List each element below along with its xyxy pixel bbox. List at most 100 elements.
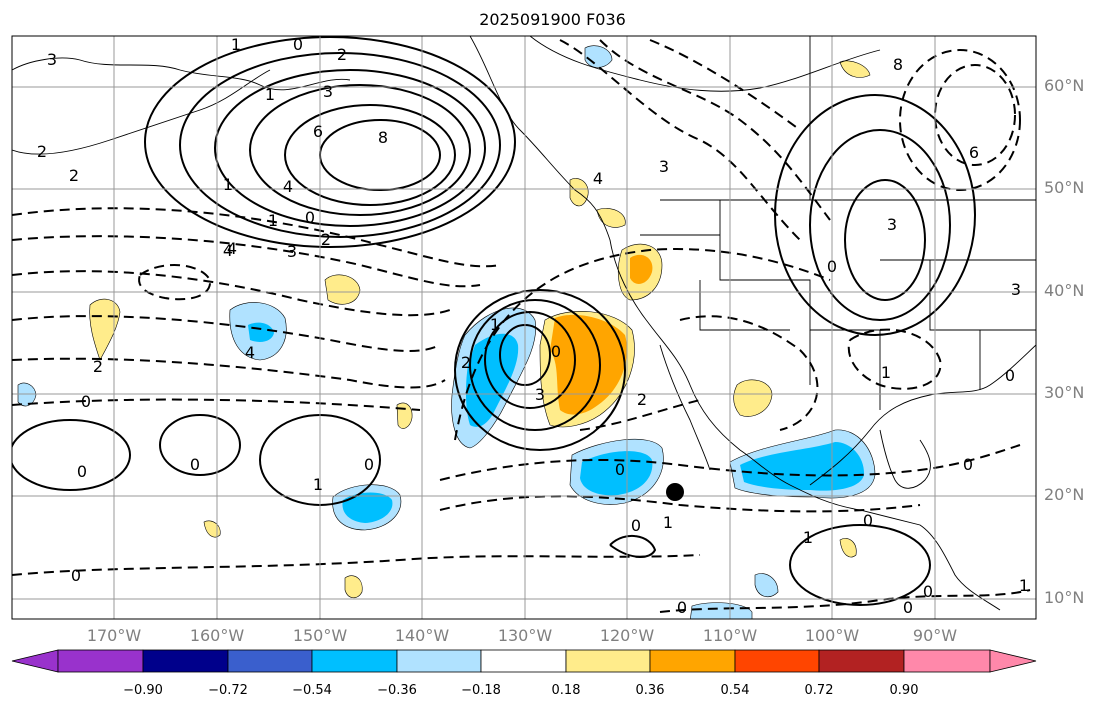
colorbar-segment xyxy=(565,649,651,673)
positive-shading xyxy=(203,520,221,538)
colorbar-label: −0.18 xyxy=(461,683,501,698)
contour-label: 8 xyxy=(893,55,903,74)
contour-label: 0 xyxy=(827,257,837,276)
lat-label-20n: 20°N xyxy=(1044,485,1085,504)
negative-shading xyxy=(580,451,653,496)
contour-label: 1 xyxy=(881,363,891,382)
contour-label: 4 xyxy=(593,169,603,188)
contour-label: 0 xyxy=(71,566,81,585)
colorbar-segment xyxy=(818,649,905,673)
positive-shading xyxy=(396,402,413,429)
negative-shading xyxy=(740,442,865,491)
lon-label-170w: 170°W xyxy=(86,626,142,645)
contour-label: 0 xyxy=(81,392,91,411)
lon-label-150w: 150°W xyxy=(292,626,348,645)
contour-label: 1 xyxy=(265,85,275,104)
contour-label: 0 xyxy=(77,462,87,481)
contour-label: 1 xyxy=(803,528,813,547)
lon-label-130w: 130°W xyxy=(497,626,553,645)
positive-shading xyxy=(324,274,361,305)
contour-label: 2 xyxy=(321,230,331,249)
positive-shading xyxy=(344,575,363,599)
lon-label-90w: 90°W xyxy=(912,626,958,645)
coastlines xyxy=(12,36,1036,611)
contour-label: 8 xyxy=(378,128,388,147)
positive-shading xyxy=(630,254,653,284)
contour-label: 0 xyxy=(615,460,625,479)
contour-label: 1 xyxy=(490,315,500,334)
contour-label: 1 xyxy=(313,475,323,494)
positive-shading xyxy=(89,298,121,361)
colorbar-segment xyxy=(903,649,991,673)
contour-label: 1 xyxy=(231,35,241,54)
positive-shading xyxy=(569,178,589,207)
contour-label: 2 xyxy=(93,357,103,376)
contour-label: 0 xyxy=(923,582,933,601)
colorbar-label: 0.54 xyxy=(720,683,750,698)
contour-label: 1 xyxy=(1019,576,1029,595)
colorbar-label: 0.72 xyxy=(804,683,834,698)
contour-label: 2 xyxy=(461,353,471,372)
lon-label-140w: 140°W xyxy=(394,626,450,645)
lon-label-100w: 100°W xyxy=(804,626,860,645)
colorbar-segment xyxy=(311,649,398,673)
positive-shading xyxy=(839,538,857,558)
contour-label: 1 xyxy=(268,211,278,230)
contour-label: 4 xyxy=(223,241,233,260)
colorbar-label: −0.90 xyxy=(123,683,163,698)
map-title: 2025091900 F036 xyxy=(479,10,626,29)
contour-label: 0 xyxy=(190,455,200,474)
contour-label: 0 xyxy=(677,598,687,617)
colorbar-extend-low xyxy=(11,649,59,673)
positive-shading xyxy=(550,314,627,415)
negative-contours xyxy=(12,39,1031,613)
contour-label: 0 xyxy=(863,511,873,530)
colorbar-segment xyxy=(142,649,229,673)
lon-label-120w: 120°W xyxy=(599,626,655,645)
contour-label: 3 xyxy=(1011,280,1021,299)
negative-shading xyxy=(754,573,779,598)
contour-label: 4 xyxy=(245,343,255,362)
colorbar-label: 0.90 xyxy=(889,683,919,698)
contour-label: 3 xyxy=(287,242,297,261)
colorbar-segment xyxy=(480,649,567,673)
contour-label: 0 xyxy=(631,516,641,535)
colorbar-label: −0.72 xyxy=(208,683,248,698)
contour-label: 3 xyxy=(323,82,333,101)
contour-label: 1 xyxy=(223,175,233,194)
positive-contours xyxy=(12,36,976,606)
colorbar xyxy=(11,649,1037,673)
lat-label-40n: 40°N xyxy=(1044,281,1085,300)
lat-label-50n: 50°N xyxy=(1044,178,1085,197)
colorbar-extend-high xyxy=(989,649,1037,673)
contour-label: 3 xyxy=(887,215,897,234)
contour-label: 4 xyxy=(227,239,237,258)
positive-shading xyxy=(839,60,871,78)
colorbar-segment xyxy=(649,649,736,673)
colorbar-segment xyxy=(734,649,820,673)
contour-label: 3 xyxy=(659,157,669,176)
colorbar-label: −0.36 xyxy=(377,683,417,698)
contour-label: 0 xyxy=(364,455,374,474)
contour-label: 4 xyxy=(283,177,293,196)
positive-shading xyxy=(733,379,773,417)
contour-label: 0 xyxy=(293,35,303,54)
negative-shading xyxy=(584,45,613,68)
contour-label: 0 xyxy=(1005,366,1015,385)
contour-label: 2 xyxy=(637,390,647,409)
contour-label: 1 xyxy=(663,513,673,532)
colorbar-label: 0.36 xyxy=(635,683,665,698)
contour-label: 0 xyxy=(551,342,561,361)
contour-label: 6 xyxy=(969,143,979,162)
map-frame xyxy=(11,35,1037,620)
lat-label-60n: 60°N xyxy=(1044,76,1085,95)
colorbar-segment xyxy=(227,649,313,673)
contour-label: 2 xyxy=(69,166,79,185)
lon-label-160w: 160°W xyxy=(189,626,245,645)
lon-label-110w: 110°W xyxy=(702,626,758,645)
contour-label: 0 xyxy=(963,455,973,474)
contour-label: 3 xyxy=(535,385,545,404)
